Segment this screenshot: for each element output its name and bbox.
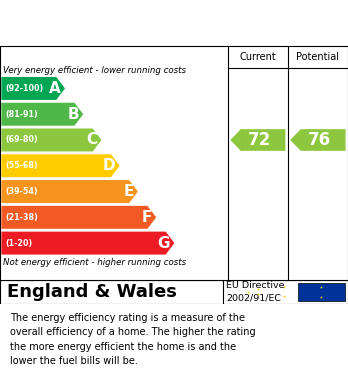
Text: (39-54): (39-54) <box>6 187 38 196</box>
Bar <box>298 283 345 301</box>
Polygon shape <box>1 77 65 100</box>
Polygon shape <box>1 103 83 126</box>
Text: Energy Efficiency Rating: Energy Efficiency Rating <box>10 15 239 33</box>
Text: E: E <box>123 184 134 199</box>
Text: 72: 72 <box>248 131 271 149</box>
Text: Very energy efficient - lower running costs: Very energy efficient - lower running co… <box>3 66 187 75</box>
Text: The energy efficiency rating is a measure of the
overall efficiency of a home. T: The energy efficiency rating is a measur… <box>10 313 256 366</box>
Text: Potential: Potential <box>296 52 339 62</box>
Text: Current: Current <box>239 52 276 62</box>
Polygon shape <box>290 129 346 151</box>
Text: 76: 76 <box>308 131 331 149</box>
Text: (21-38): (21-38) <box>6 213 38 222</box>
Text: G: G <box>158 236 170 251</box>
Polygon shape <box>1 154 120 177</box>
Text: (81-91): (81-91) <box>6 110 38 119</box>
Polygon shape <box>1 231 174 255</box>
Polygon shape <box>1 129 101 151</box>
Polygon shape <box>230 129 285 151</box>
Text: (55-68): (55-68) <box>6 161 38 170</box>
Text: C: C <box>86 133 97 147</box>
Text: (92-100): (92-100) <box>6 84 44 93</box>
Text: England & Wales: England & Wales <box>7 283 177 301</box>
Polygon shape <box>1 206 156 229</box>
Text: EU Directive
2002/91/EC: EU Directive 2002/91/EC <box>226 282 285 302</box>
Text: A: A <box>49 81 61 96</box>
Text: Not energy efficient - higher running costs: Not energy efficient - higher running co… <box>3 258 187 267</box>
Text: B: B <box>68 107 79 122</box>
Text: D: D <box>103 158 116 173</box>
Polygon shape <box>1 180 138 203</box>
Text: F: F <box>142 210 152 225</box>
Text: (1-20): (1-20) <box>6 239 33 248</box>
Text: (69-80): (69-80) <box>6 136 38 145</box>
